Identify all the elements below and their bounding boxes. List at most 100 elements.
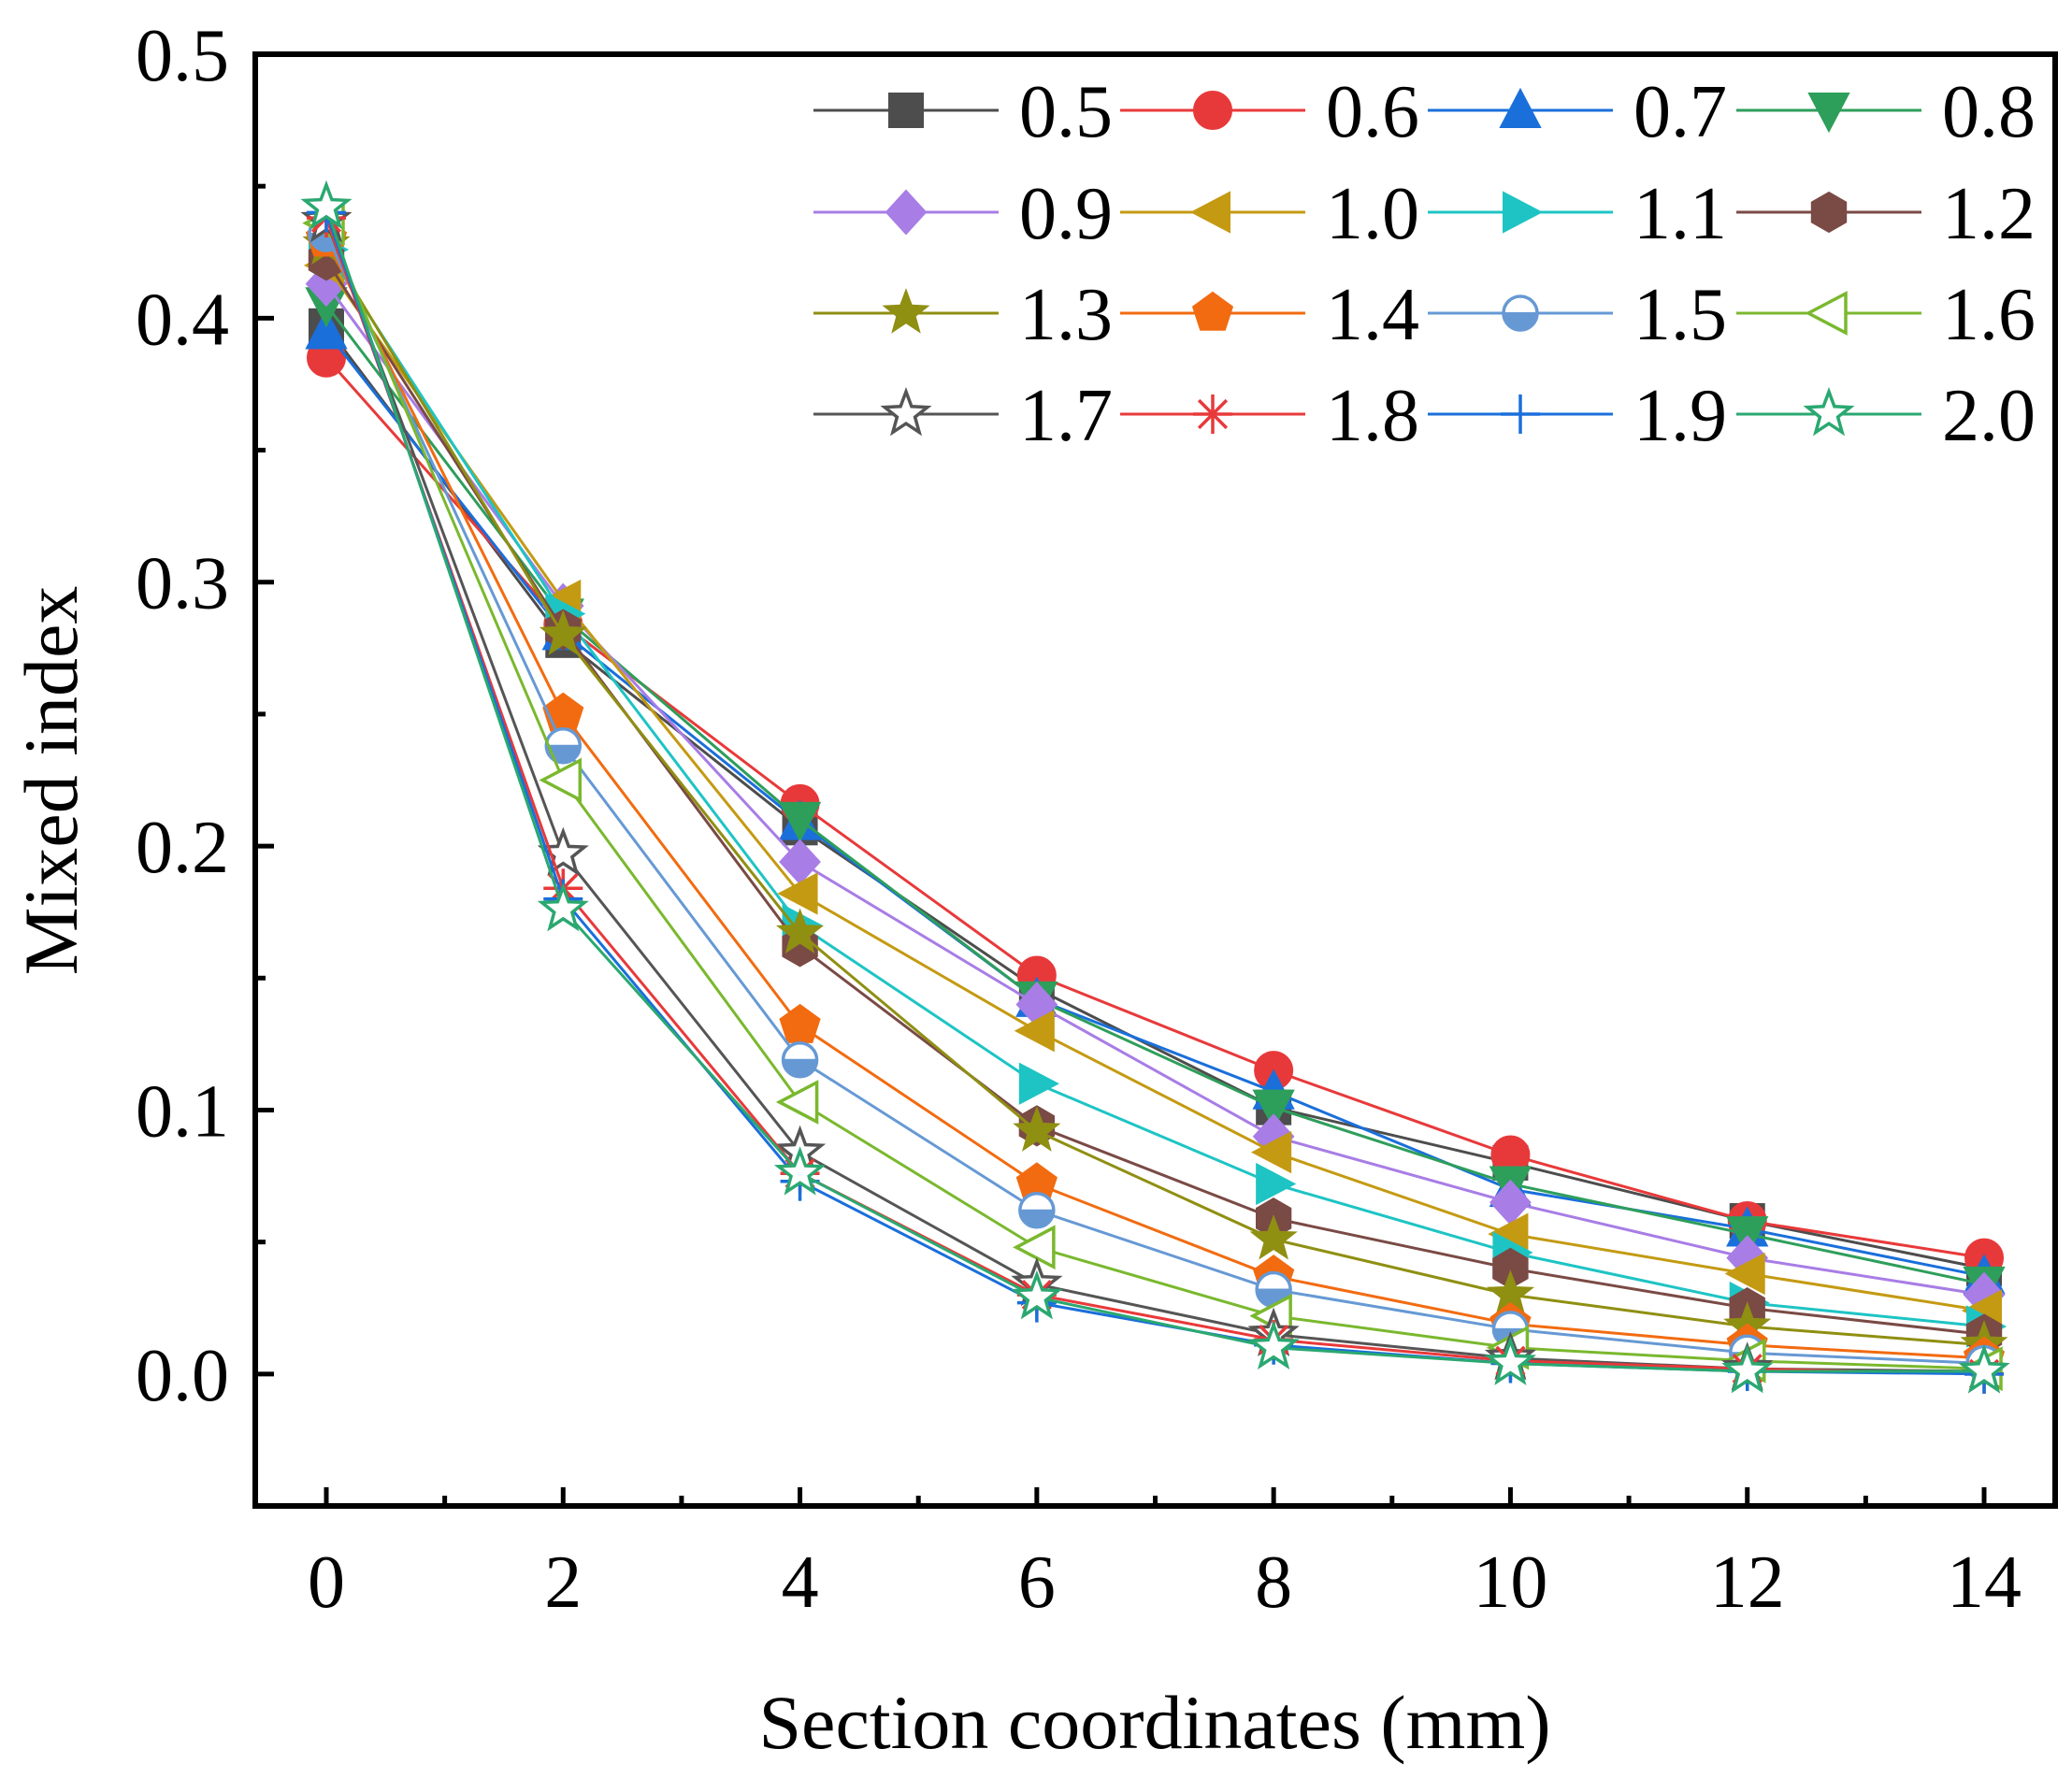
legend-item: 0.7 [1428, 71, 1727, 153]
legend-marker [1499, 87, 1542, 128]
data-point [1013, 1106, 1061, 1152]
legend-label: 0.7 [1633, 71, 1727, 153]
legend-marker [1193, 91, 1232, 130]
data-point [1018, 1192, 1056, 1229]
half-circle-fill [1502, 312, 1539, 331]
legend-label: 1.1 [1633, 173, 1727, 255]
x-tick-label: 14 [1947, 1541, 2022, 1624]
data-point [777, 872, 818, 915]
legend-label: 1.2 [1942, 173, 2036, 255]
legend-item: 1.6 [1736, 274, 2036, 356]
legend-marker [888, 93, 924, 128]
legend-marker [1807, 93, 1850, 134]
data-point [1252, 1089, 1295, 1130]
asterisk-stroke [1197, 398, 1229, 430]
data-point [537, 882, 589, 932]
data-point [779, 1003, 821, 1043]
data-point [542, 692, 584, 732]
data-point [1018, 1062, 1060, 1105]
legend-marker [1810, 191, 1848, 234]
legend-marker [1503, 191, 1544, 234]
data-point [1013, 1225, 1056, 1270]
legend-item: 1.4 [1120, 274, 1419, 356]
legend-item: 1.8 [1120, 375, 1419, 457]
y-axis: 0.0 0.1 0.2 0.3 0.4 0.5 [136, 15, 274, 1509]
x-tick-label: 8 [1255, 1541, 1292, 1624]
series-line [324, 222, 1985, 1370]
series-layer [300, 179, 2010, 1394]
legend-label: 1.9 [1633, 375, 1727, 457]
legend-item: 0.6 [1120, 71, 1419, 153]
legend-item: 1.2 [1736, 173, 2036, 255]
legend-marker [1191, 291, 1234, 331]
legend-item: 1.3 [813, 274, 1113, 356]
legend-label: 2.0 [1942, 375, 2036, 457]
data-point [781, 1041, 819, 1079]
legend: 0.5 0.6 0.7 0.8 0.9 1.0 1.1 1.2 1.3 1.4 1.5 1.6 1.7 1… [813, 71, 2036, 457]
half-circle-fill [782, 1058, 818, 1078]
data-point [1958, 1343, 2010, 1394]
x-tick-label: 0 [308, 1541, 345, 1624]
legend-item: 1.0 [1120, 173, 1419, 255]
data-point [778, 801, 822, 843]
legend-label: 1.8 [1326, 375, 1419, 457]
series-1.2 [308, 239, 2003, 1355]
legend-label: 1.6 [1942, 274, 2036, 356]
series-0.5 [308, 308, 2003, 1286]
data-point [1011, 1269, 1063, 1320]
series-line [324, 249, 1985, 1328]
legend-marker [1501, 394, 1540, 434]
legend-item: 0.8 [1736, 71, 2036, 153]
y-tick-label: 0.4 [136, 279, 229, 361]
legend-item: 0.9 [813, 173, 1113, 255]
legend-item: 1.9 [1428, 375, 1727, 457]
legend-item: 0.5 [813, 71, 1113, 153]
legend-marker [1193, 394, 1232, 434]
legend-marker [1189, 191, 1230, 234]
data-point [305, 308, 348, 350]
data-point [775, 908, 825, 954]
series-2.0 [300, 179, 2010, 1394]
legend-item: 1.5 [1428, 274, 1727, 356]
series-line [324, 243, 1985, 1347]
legend-marker [880, 386, 932, 437]
data-point [1014, 1010, 1055, 1053]
legend-label: 1.4 [1326, 274, 1419, 356]
series-1.3 [302, 219, 2008, 1366]
series-0.8 [305, 287, 2006, 1307]
series-line [324, 238, 1985, 1360]
y-tick-label: 0.3 [136, 543, 229, 625]
half-circle-fill [1018, 1209, 1055, 1228]
legend-label: 1.0 [1326, 173, 1419, 255]
legend-label: 1.3 [1019, 274, 1113, 356]
series-0.6 [306, 337, 2005, 1278]
x-axis: 0 2 4 6 8 10 12 14 [308, 1487, 2022, 1624]
y-tick-label: 0.5 [136, 15, 229, 97]
data-point [544, 727, 583, 765]
y-tick-label: 0.1 [136, 1070, 229, 1153]
x-tick-label: 2 [544, 1541, 582, 1624]
data-point [1249, 1213, 1298, 1260]
legend-label: 0.8 [1942, 71, 2036, 153]
legend-marker [1803, 386, 1855, 437]
x-axis-title: Section coordinates (mm) [758, 1680, 1550, 1765]
legend-label: 0.5 [1019, 71, 1113, 153]
legend-label: 1.5 [1633, 274, 1727, 356]
legend-label: 0.6 [1326, 71, 1419, 153]
data-point [539, 609, 587, 655]
data-point [1250, 1130, 1292, 1174]
x-tick-label: 4 [782, 1541, 819, 1624]
data-point [1724, 1252, 1765, 1296]
legend-item: 1.7 [813, 375, 1113, 457]
data-point [775, 1080, 819, 1125]
legend-marker [1805, 291, 1848, 336]
x-tick-label: 10 [1473, 1541, 1547, 1624]
data-point [539, 757, 583, 803]
series-line [324, 356, 1985, 1260]
data-point [1256, 1162, 1297, 1206]
legend-marker [885, 189, 928, 236]
data-point [1721, 1343, 1774, 1394]
series-line [324, 233, 1985, 1365]
data-point [1484, 1336, 1537, 1385]
